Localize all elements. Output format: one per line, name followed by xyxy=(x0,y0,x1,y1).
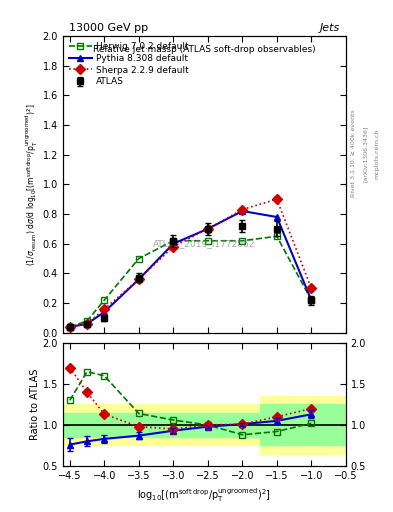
Text: Relative jet massρ (ATLAS soft-drop observables): Relative jet massρ (ATLAS soft-drop obse… xyxy=(93,45,316,54)
Pythia 8.308 default xyxy=(206,226,210,232)
X-axis label: log$_{10}$[(m$^{\mathrm{soft\,drop}}$/p$_\mathrm{T}^{\mathrm{ungroomed}}$)$^2$]: log$_{10}$[(m$^{\mathrm{soft\,drop}}$/p$… xyxy=(138,486,271,504)
Pythia 8.308 default xyxy=(274,214,279,220)
Herwig 7.0.2 default xyxy=(136,255,141,262)
Sherpa 2.2.9 default xyxy=(274,196,279,202)
Herwig 7.0.2 default xyxy=(102,297,107,303)
Text: [arXiv:1306.3436]: [arXiv:1306.3436] xyxy=(363,125,368,182)
Text: Rivet 3.1.10, ≥ 400k events: Rivet 3.1.10, ≥ 400k events xyxy=(351,110,356,198)
Herwig 7.0.2 default xyxy=(274,233,279,240)
Y-axis label: $(1/\sigma_\mathrm{resum})$ d$\sigma$/d log$_{10}$[(m$^{\mathrm{soft\,drop}}$/p$: $(1/\sigma_\mathrm{resum})$ d$\sigma$/d … xyxy=(24,103,40,266)
Herwig 7.0.2 default xyxy=(206,238,210,244)
Bar xyxy=(63,413,259,437)
Herwig 7.0.2 default xyxy=(309,297,314,303)
Line: Herwig 7.0.2 default: Herwig 7.0.2 default xyxy=(66,233,315,330)
Sherpa 2.2.9 default xyxy=(309,285,314,291)
Pythia 8.308 default xyxy=(136,276,141,283)
Herwig 7.0.2 default xyxy=(240,238,245,244)
Pythia 8.308 default xyxy=(68,324,72,330)
Sherpa 2.2.9 default xyxy=(171,244,176,250)
Pythia 8.308 default xyxy=(240,208,245,214)
Pythia 8.308 default xyxy=(84,321,89,327)
Legend: Herwig 7.0.2 default, Pythia 8.308 default, Sherpa 2.2.9 default, ATLAS: Herwig 7.0.2 default, Pythia 8.308 defau… xyxy=(66,38,193,90)
Sherpa 2.2.9 default xyxy=(240,206,245,212)
Text: Jets: Jets xyxy=(320,23,340,33)
Herwig 7.0.2 default xyxy=(84,318,89,324)
Pythia 8.308 default xyxy=(309,297,314,303)
Sherpa 2.2.9 default xyxy=(68,324,72,330)
Herwig 7.0.2 default xyxy=(68,324,72,330)
Pythia 8.308 default xyxy=(102,309,107,315)
Text: ATLAS_2019_I1772062: ATLAS_2019_I1772062 xyxy=(153,239,255,248)
Sherpa 2.2.9 default xyxy=(206,226,210,232)
Bar xyxy=(63,404,259,445)
Y-axis label: Ratio to ATLAS: Ratio to ATLAS xyxy=(30,369,40,440)
Sherpa 2.2.9 default xyxy=(102,306,107,312)
Herwig 7.0.2 default xyxy=(171,238,176,244)
Line: Sherpa 2.2.9 default: Sherpa 2.2.9 default xyxy=(66,196,315,330)
Line: Pythia 8.308 default: Pythia 8.308 default xyxy=(66,207,315,330)
Text: mcplots.cern.ch: mcplots.cern.ch xyxy=(375,129,380,179)
Bar xyxy=(259,404,346,445)
Sherpa 2.2.9 default xyxy=(84,321,89,327)
Sherpa 2.2.9 default xyxy=(136,276,141,283)
Text: 13000 GeV pp: 13000 GeV pp xyxy=(68,23,148,33)
Bar xyxy=(259,396,346,454)
Pythia 8.308 default xyxy=(171,241,176,247)
